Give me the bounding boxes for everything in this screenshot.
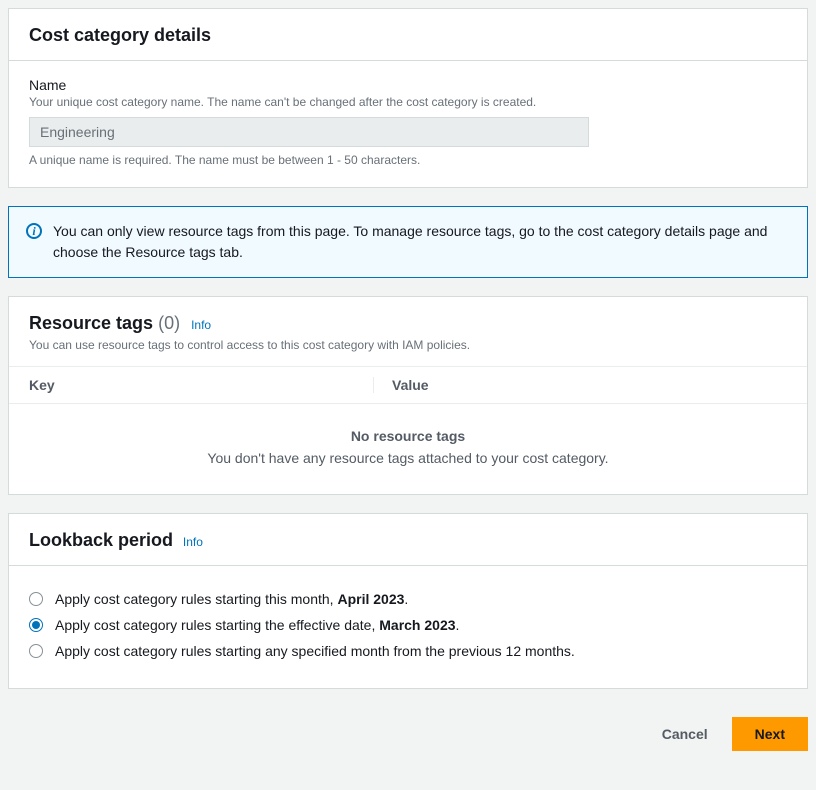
radio-label-bold: April 2023 bbox=[337, 591, 404, 607]
panel-title: Resource tags (0) bbox=[29, 313, 185, 333]
svg-text:i: i bbox=[32, 224, 36, 238]
lookback-period-panel: Lookback period Info Apply cost category… bbox=[8, 513, 808, 689]
radio-label-suffix: . bbox=[404, 591, 408, 607]
cost-category-details-panel: Cost category details Name Your unique c… bbox=[8, 8, 808, 188]
empty-title: No resource tags bbox=[29, 428, 787, 444]
name-constraint: A unique name is required. The name must… bbox=[29, 153, 787, 167]
radio-label-prefix: Apply cost category rules starting the e… bbox=[55, 617, 379, 633]
radio-icon[interactable] bbox=[29, 618, 43, 632]
lookback-option-1[interactable]: Apply cost category rules starting the e… bbox=[29, 612, 787, 638]
lookback-option-2[interactable]: Apply cost category rules starting any s… bbox=[29, 638, 787, 664]
info-icon: i bbox=[25, 222, 43, 243]
panel-title: Cost category details bbox=[29, 25, 211, 45]
next-button[interactable]: Next bbox=[732, 717, 808, 751]
name-hint: Your unique cost category name. The name… bbox=[29, 95, 787, 109]
panel-title: Lookback period bbox=[29, 530, 173, 550]
tags-empty-state: No resource tags You don't have any reso… bbox=[9, 404, 807, 494]
panel-header: Resource tags (0) Info You can use resou… bbox=[9, 297, 807, 366]
radio-icon[interactable] bbox=[29, 592, 43, 606]
panel-body: Apply cost category rules starting this … bbox=[9, 566, 807, 688]
radio-icon[interactable] bbox=[29, 644, 43, 658]
resource-tags-info-alert: i You can only view resource tags from t… bbox=[8, 206, 808, 278]
radio-label-suffix: . bbox=[456, 617, 460, 633]
resource-tags-panel: Resource tags (0) Info You can use resou… bbox=[8, 296, 808, 495]
column-value: Value bbox=[374, 377, 429, 393]
panel-header: Lookback period Info bbox=[9, 514, 807, 566]
wizard-footer: Cancel Next bbox=[8, 707, 808, 755]
info-link[interactable]: Info bbox=[183, 535, 203, 549]
name-label: Name bbox=[29, 77, 787, 93]
radio-label: Apply cost category rules starting this … bbox=[55, 591, 408, 607]
radio-label: Apply cost category rules starting any s… bbox=[55, 643, 575, 659]
info-link[interactable]: Info bbox=[191, 318, 211, 332]
radio-label-prefix: Apply cost category rules starting this … bbox=[55, 591, 337, 607]
panel-subtitle: You can use resource tags to control acc… bbox=[29, 338, 787, 352]
radio-label-prefix: Apply cost category rules starting any s… bbox=[55, 643, 575, 659]
panel-header: Cost category details bbox=[9, 9, 807, 61]
panel-body: Name Your unique cost category name. The… bbox=[9, 61, 807, 187]
alert-text: You can only view resource tags from thi… bbox=[53, 221, 791, 263]
radio-label-bold: March 2023 bbox=[379, 617, 455, 633]
radio-label: Apply cost category rules starting the e… bbox=[55, 617, 459, 633]
lookback-radio-group: Apply cost category rules starting this … bbox=[29, 582, 787, 668]
lookback-option-0[interactable]: Apply cost category rules starting this … bbox=[29, 586, 787, 612]
cancel-button[interactable]: Cancel bbox=[656, 718, 714, 750]
tag-count: (0) bbox=[158, 313, 180, 333]
title-text: Resource tags bbox=[29, 313, 153, 333]
name-input[interactable] bbox=[29, 117, 589, 147]
tags-table-header: Key Value bbox=[9, 366, 807, 404]
empty-subtitle: You don't have any resource tags attache… bbox=[29, 450, 787, 466]
column-key: Key bbox=[29, 377, 374, 393]
